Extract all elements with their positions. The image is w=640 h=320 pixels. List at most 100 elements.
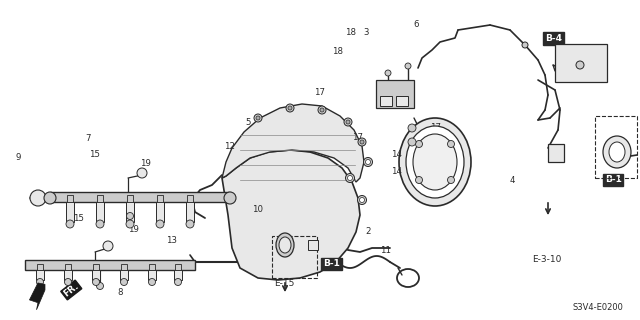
Bar <box>37 264 43 270</box>
Bar <box>187 195 193 202</box>
Circle shape <box>137 168 147 178</box>
Polygon shape <box>222 150 360 280</box>
Bar <box>148 270 156 280</box>
Text: 7: 7 <box>86 134 91 143</box>
Circle shape <box>103 241 113 251</box>
Text: 17: 17 <box>314 88 326 97</box>
Text: E-3-10: E-3-10 <box>532 255 562 264</box>
Circle shape <box>175 278 182 285</box>
Circle shape <box>344 118 352 126</box>
Bar <box>156 202 164 222</box>
Ellipse shape <box>399 118 471 206</box>
Circle shape <box>408 138 416 146</box>
Ellipse shape <box>603 136 631 168</box>
Bar <box>93 264 99 270</box>
Circle shape <box>224 192 236 204</box>
Circle shape <box>97 283 104 290</box>
Polygon shape <box>29 283 45 310</box>
Text: FR.: FR. <box>62 281 81 299</box>
Circle shape <box>364 157 372 166</box>
Text: 15: 15 <box>89 150 100 159</box>
Circle shape <box>346 120 350 124</box>
Polygon shape <box>222 104 364 182</box>
Circle shape <box>288 106 292 110</box>
Text: 7: 7 <box>67 198 72 207</box>
Circle shape <box>148 278 156 285</box>
Circle shape <box>93 278 99 285</box>
Circle shape <box>320 108 324 112</box>
Circle shape <box>186 220 194 228</box>
Circle shape <box>385 70 391 76</box>
Bar <box>127 195 133 202</box>
Circle shape <box>36 278 44 285</box>
Text: E-15: E-15 <box>275 279 295 288</box>
Text: 18: 18 <box>345 28 356 37</box>
Circle shape <box>405 63 411 69</box>
Bar <box>64 270 72 280</box>
Bar <box>149 264 155 270</box>
Circle shape <box>256 116 260 120</box>
Bar <box>174 270 182 280</box>
Bar <box>36 270 44 280</box>
Circle shape <box>415 140 422 148</box>
Text: S3V4-E0200: S3V4-E0200 <box>573 303 623 312</box>
Circle shape <box>348 175 353 180</box>
Text: 17: 17 <box>351 133 363 142</box>
Circle shape <box>360 140 364 144</box>
Circle shape <box>360 197 365 203</box>
Bar <box>65 264 71 270</box>
Ellipse shape <box>413 134 457 190</box>
Text: 13: 13 <box>166 236 177 245</box>
Ellipse shape <box>406 126 464 198</box>
Text: 18: 18 <box>332 47 344 56</box>
Text: 1: 1 <box>611 159 616 168</box>
Ellipse shape <box>279 237 291 253</box>
Ellipse shape <box>609 142 625 162</box>
Text: 2: 2 <box>365 227 371 236</box>
Circle shape <box>346 173 355 182</box>
Text: 19: 19 <box>128 225 138 234</box>
Text: 17: 17 <box>429 123 441 132</box>
Circle shape <box>254 114 262 122</box>
Bar <box>66 202 74 222</box>
Text: 6: 6 <box>413 20 419 29</box>
Circle shape <box>44 192 56 204</box>
Bar <box>272 236 317 278</box>
Circle shape <box>522 42 528 48</box>
Text: 16: 16 <box>282 238 294 247</box>
Circle shape <box>30 190 46 206</box>
Bar <box>548 144 564 162</box>
Text: B-4: B-4 <box>545 34 562 43</box>
Text: 12: 12 <box>223 142 235 151</box>
Circle shape <box>156 220 164 228</box>
Bar <box>25 260 195 270</box>
Bar <box>96 202 104 222</box>
Text: B-1: B-1 <box>323 260 340 268</box>
Circle shape <box>318 106 326 114</box>
Bar <box>308 240 318 250</box>
Circle shape <box>447 177 454 183</box>
Bar <box>555 44 607 82</box>
Text: 9: 9 <box>15 153 20 162</box>
Bar <box>126 202 134 222</box>
Circle shape <box>286 104 294 112</box>
Circle shape <box>358 196 367 204</box>
Circle shape <box>65 278 72 285</box>
Text: 19: 19 <box>141 159 151 168</box>
Bar <box>120 270 128 280</box>
Bar <box>380 96 392 106</box>
Bar <box>175 264 181 270</box>
Bar <box>121 264 127 270</box>
Text: 14: 14 <box>391 150 403 159</box>
Bar <box>67 195 73 202</box>
Text: B-1: B-1 <box>605 175 621 184</box>
Ellipse shape <box>276 233 294 257</box>
Circle shape <box>365 159 371 164</box>
Bar <box>157 195 163 202</box>
Circle shape <box>358 138 366 146</box>
Circle shape <box>126 220 134 228</box>
Circle shape <box>96 220 104 228</box>
Bar <box>376 80 414 108</box>
Circle shape <box>127 212 134 220</box>
Text: 10: 10 <box>252 205 263 214</box>
